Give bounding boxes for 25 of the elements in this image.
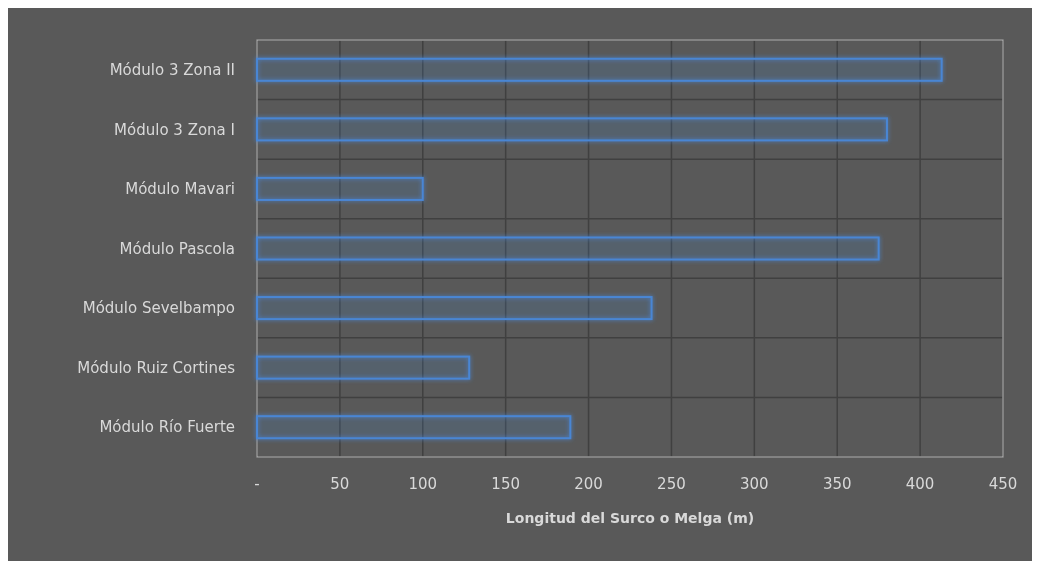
x-axis-title: Longitud del Surco o Melga (m) xyxy=(505,510,755,526)
y-tick-label: Módulo Ruiz Cortines xyxy=(77,358,236,377)
y-tick-label: Módulo 3 Zona II xyxy=(109,61,235,80)
y-tick-label: Módulo Sevelbampo xyxy=(82,299,235,318)
bar xyxy=(256,117,888,142)
bar xyxy=(256,57,943,82)
x-tick-label: 200 xyxy=(574,475,603,494)
x-tick-label: 350 xyxy=(822,475,852,494)
bar xyxy=(256,355,471,380)
bar xyxy=(256,296,653,321)
y-tick-label: Módulo Mavari xyxy=(125,180,235,199)
bar xyxy=(256,176,424,201)
x-tick-label: 100 xyxy=(408,475,438,494)
x-tick-label: 300 xyxy=(740,475,769,494)
y-tick-label: Módulo Pascola xyxy=(119,239,235,258)
y-tick-label: Módulo Río Fuerte xyxy=(99,418,235,437)
x-tick-label: 400 xyxy=(905,475,935,494)
y-tick-label: Módulo 3 Zona I xyxy=(114,120,235,139)
x-tick-label: 450 xyxy=(988,475,1018,494)
bar xyxy=(256,236,880,261)
x-tick-label: 50 xyxy=(330,475,350,494)
bar xyxy=(256,415,572,440)
x-tick-label: - xyxy=(254,475,260,494)
x-tick-label: 250 xyxy=(657,475,686,494)
x-tick-label: 150 xyxy=(491,475,520,494)
